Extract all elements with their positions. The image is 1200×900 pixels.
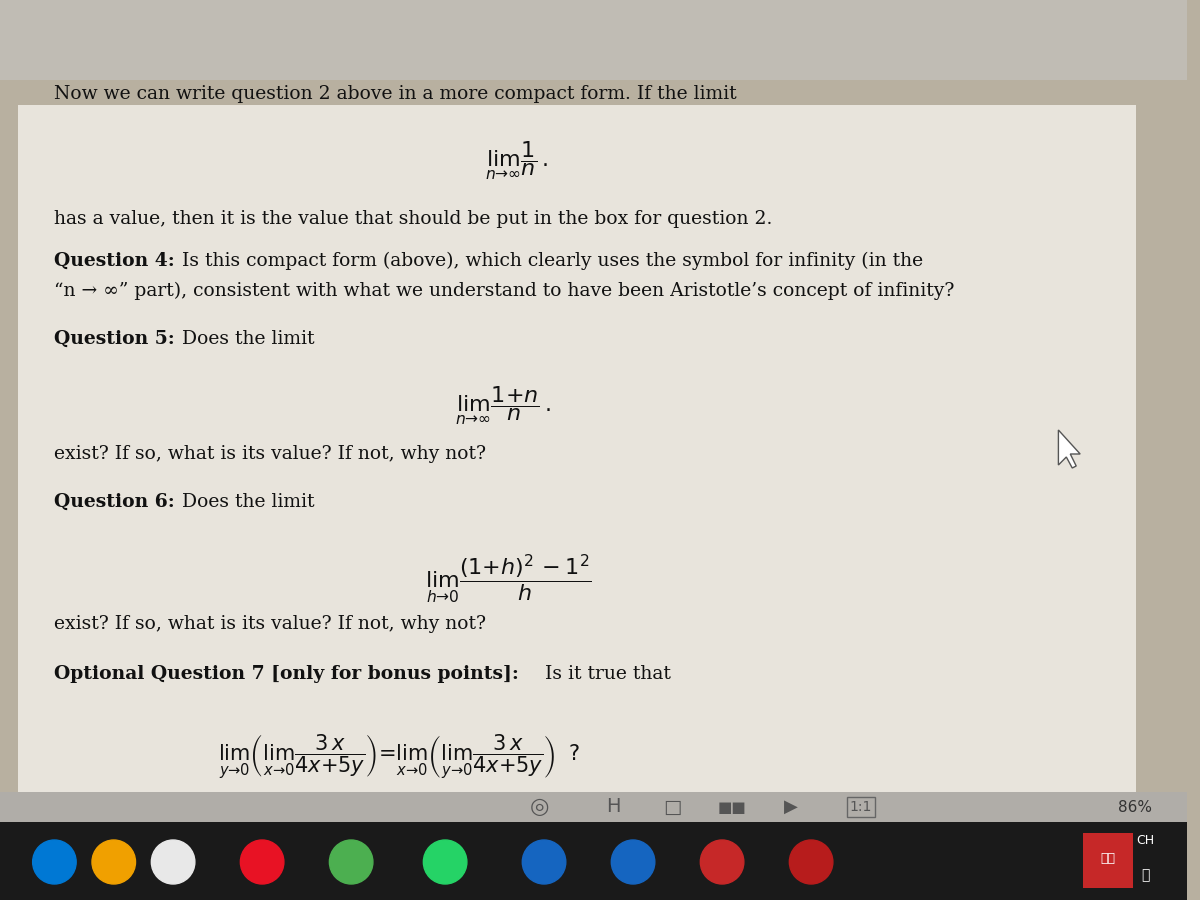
Circle shape (424, 840, 467, 884)
Text: □: □ (664, 797, 682, 816)
Text: Is this compact form (above), which clearly uses the symbol for infinity (in the: Is this compact form (above), which clea… (176, 252, 923, 270)
Text: Does the limit: Does the limit (176, 330, 314, 348)
Text: ■■: ■■ (718, 799, 746, 815)
Text: 86%: 86% (1117, 799, 1152, 815)
Text: 有道: 有道 (1100, 851, 1115, 865)
Text: 1:1: 1:1 (850, 800, 871, 814)
Bar (0, 792, 1187, 822)
Text: Question 5:: Question 5: (54, 330, 175, 348)
Circle shape (611, 840, 655, 884)
Text: Question 6:: Question 6: (54, 493, 175, 511)
Circle shape (790, 840, 833, 884)
Text: $\lim_{n \to \infty} \dfrac{1}{n}$$\,.$: $\lim_{n \to \infty} \dfrac{1}{n}$$\,.$ (485, 140, 547, 183)
Text: “n → ∞” part), consistent with what we understand to have been Aristotle’s conce: “n → ∞” part), consistent with what we u… (54, 282, 955, 301)
Text: $\lim_{n \to \infty} \dfrac{1+n}{n}$$\,.$: $\lim_{n \to \infty} \dfrac{1+n}{n}$$\,.… (455, 385, 551, 428)
Text: has a value, then it is the value that should be put in the box for question 2.: has a value, then it is the value that s… (54, 210, 773, 228)
Text: exist? If so, what is its value? If not, why not?: exist? If so, what is its value? If not,… (54, 445, 486, 463)
Text: H: H (606, 797, 620, 816)
Bar (0, 0, 1187, 80)
Circle shape (240, 840, 284, 884)
Bar (1084, 833, 1133, 888)
Circle shape (151, 840, 194, 884)
Text: Is it true that: Is it true that (539, 665, 671, 683)
Circle shape (32, 840, 76, 884)
Bar (18, 105, 1135, 825)
Circle shape (329, 840, 373, 884)
Circle shape (701, 840, 744, 884)
Polygon shape (1058, 430, 1080, 468)
Text: $\lim_{y \to 0} \left( \lim_{x \to 0} \dfrac{3\,x}{4x+5y} \right)= \lim_{x \to 0: $\lim_{y \to 0} \left( \lim_{x \to 0} \d… (217, 733, 580, 781)
Text: Now we can write question 2 above in a more compact form. If the limit: Now we can write question 2 above in a m… (54, 85, 737, 103)
Bar (0, 822, 1187, 900)
Text: ▶: ▶ (785, 798, 798, 816)
Text: $\lim_{h \to 0} \dfrac{(1+h)^2 - 1^2}{h}$: $\lim_{h \to 0} \dfrac{(1+h)^2 - 1^2}{h}… (425, 553, 592, 607)
Circle shape (522, 840, 566, 884)
Text: CH: CH (1136, 833, 1154, 847)
Text: Does the limit: Does the limit (176, 493, 314, 511)
Text: Question 4:: Question 4: (54, 252, 175, 270)
Text: Optional Question 7 [only for bonus points]:: Optional Question 7 [only for bonus poin… (54, 665, 520, 683)
Circle shape (92, 840, 136, 884)
Text: ◎: ◎ (529, 797, 548, 817)
Text: Why?: Why? (54, 801, 107, 819)
Text: 拼: 拼 (1141, 868, 1150, 882)
Text: exist? If so, what is its value? If not, why not?: exist? If so, what is its value? If not,… (54, 615, 486, 633)
